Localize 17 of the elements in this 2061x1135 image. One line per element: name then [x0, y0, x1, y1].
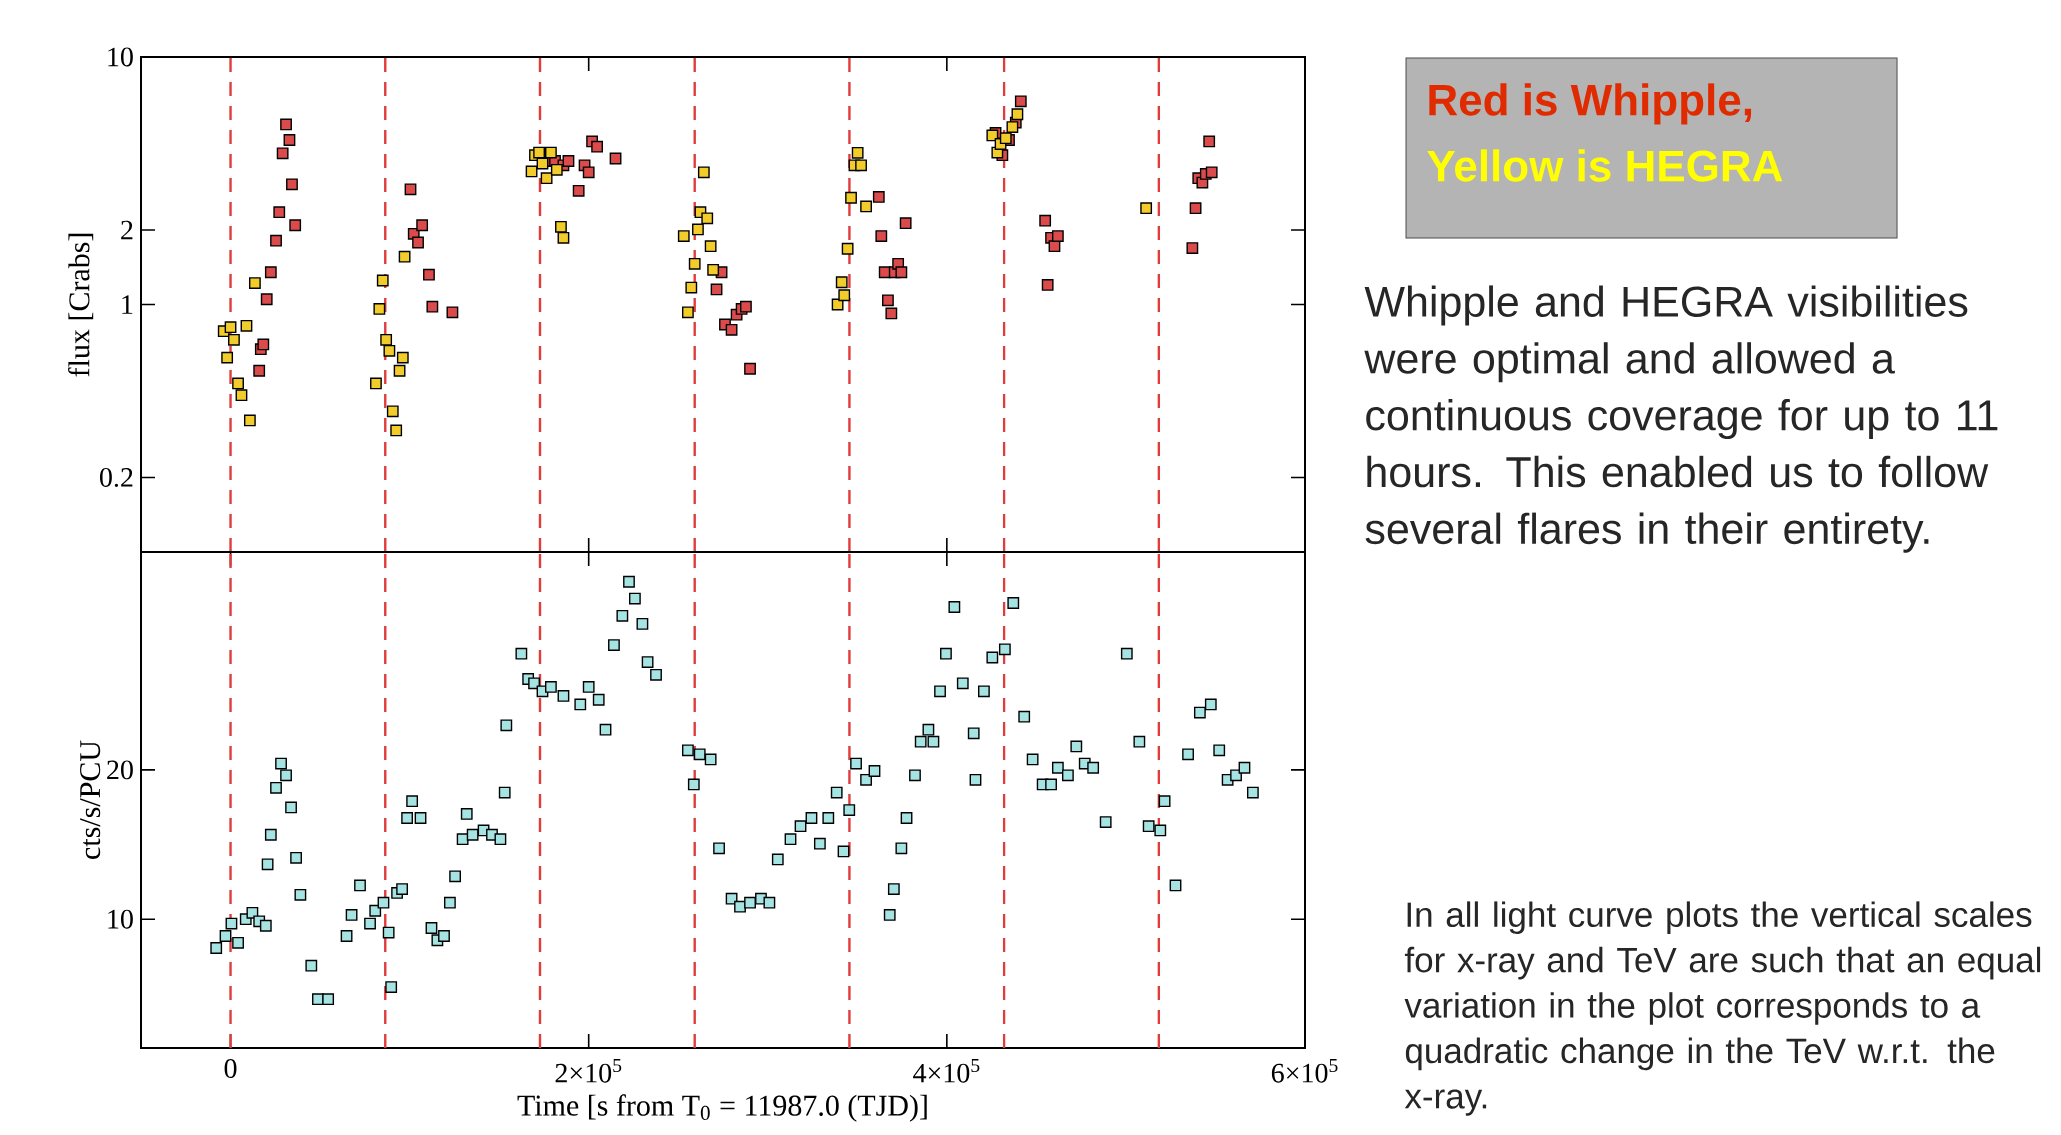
y-tick-label: 10 [108, 909, 133, 929]
x-tick-label: 2×10$^{5}$ [555, 1059, 622, 1083]
text: Red is Whipple, [1429, 83, 1752, 125]
x-tick-label: 4×10$^{5}$ [913, 1059, 980, 1083]
x-tick-label: 6×10$^{5}$ [1271, 1059, 1338, 1083]
y-tick-label: 0.2 [100, 467, 133, 488]
text: In all light curve plots the vertical scales for x-ray and TeV are such that an equal variation in the plot corresponds to a quadratic change in the TeV w.r.t. the x-ray. [1404, 901, 2041, 1116]
y-tick-label: 1 [122, 295, 133, 314]
x-axis-title: Time [s from T$_{0}$ = 11987.0 (TJD)] [517, 1094, 927, 1122]
y-tick-label: 20 [107, 760, 133, 780]
x-tick-label: 0 [224, 1059, 237, 1078]
y-axis-title: flux [Crabs] [68, 233, 94, 377]
y-tick-label: 2 [121, 220, 133, 240]
text: Whipple and HEGRA visibilities were optimal and allowed a continuous coverage for up to 11 hours. This enabled us to follow several flares in their entirety. [1364, 285, 1998, 553]
text: Yellow is HEGRA [1427, 149, 1783, 182]
y-axis-title: cts/s/PCU [80, 740, 101, 859]
y-tick-label: 10 [108, 47, 133, 67]
